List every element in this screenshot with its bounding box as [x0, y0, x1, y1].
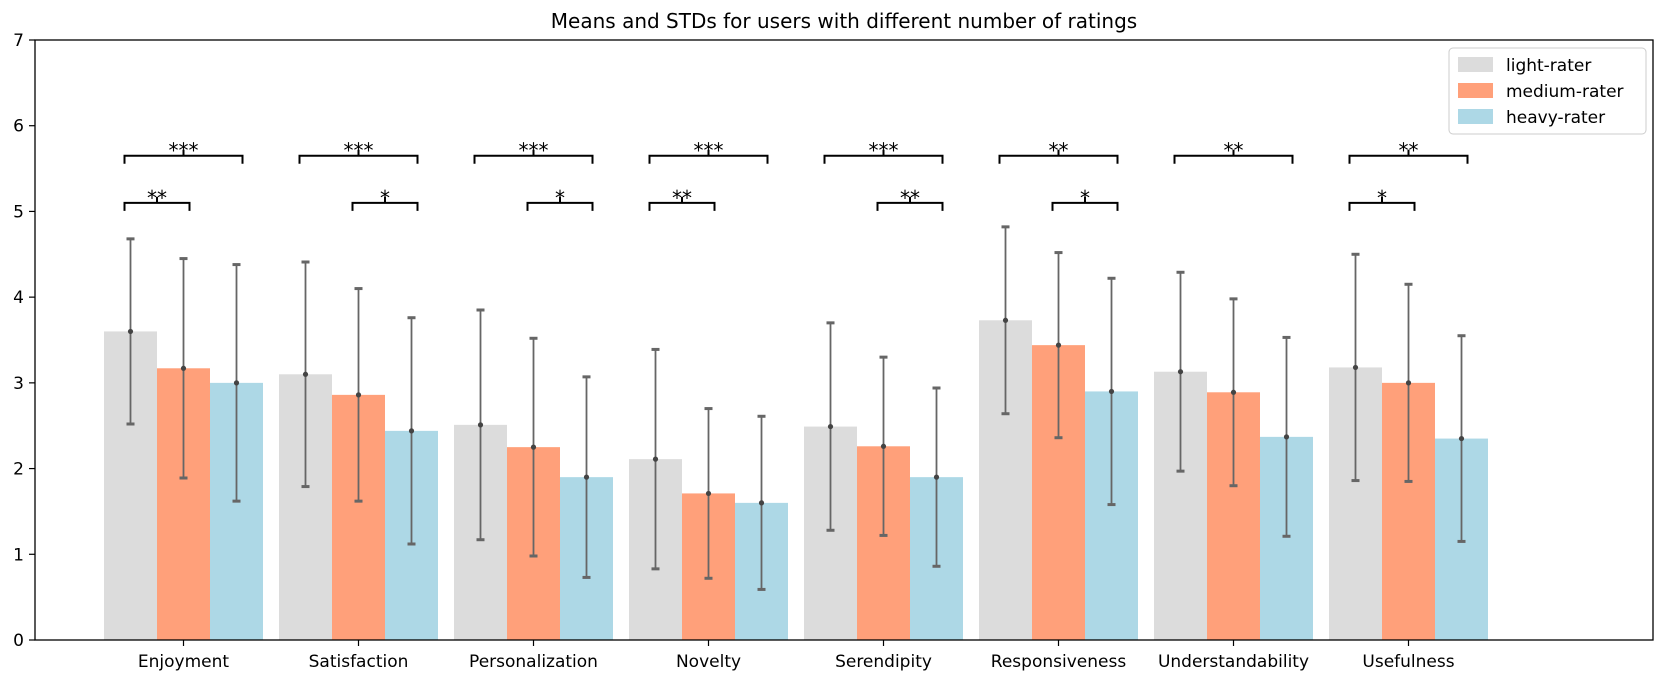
mean-marker-light-rater-7 — [1177, 369, 1184, 375]
significance-label-8: ** — [672, 186, 692, 210]
significance-label-9: *** — [869, 139, 899, 163]
mean-marker-light-rater-2 — [302, 371, 309, 377]
legend-swatch-heavy-rater — [1458, 109, 1493, 124]
mean-marker-heavy-rater-2 — [408, 428, 415, 434]
x-tick-label-6: Responsiveness — [991, 652, 1127, 672]
y-tick-label-5: 5 — [13, 202, 24, 222]
mean-marker-heavy-rater-5 — [933, 474, 940, 480]
significance-label-1: *** — [169, 139, 199, 163]
mean-marker-heavy-rater-3 — [583, 474, 590, 480]
axes-frame — [34, 39, 1654, 641]
mean-marker-medium-rater-2 — [355, 392, 362, 398]
mean-marker-light-rater-6 — [1002, 317, 1009, 323]
x-tick-label-4: Novelty — [676, 652, 741, 672]
mean-marker-medium-rater-7 — [1230, 389, 1237, 395]
mean-marker-medium-rater-8 — [1405, 380, 1412, 386]
mean-marker-medium-rater-4 — [705, 490, 712, 497]
legend-label-light-rater: light-rater — [1506, 56, 1591, 76]
significance-label-11: ** — [1049, 139, 1069, 163]
significance-label-6: * — [555, 186, 565, 210]
mean-marker-medium-rater-1 — [180, 365, 187, 371]
mean-marker-light-rater-4 — [652, 456, 659, 462]
y-tick-label-0: 0 — [13, 631, 24, 651]
significance-label-5: *** — [519, 139, 549, 163]
significance-label-12: * — [1080, 186, 1090, 210]
mean-marker-heavy-rater-8 — [1458, 435, 1465, 442]
significance-label-4: * — [380, 186, 390, 210]
x-tick-label-2: Satisfaction — [309, 652, 409, 672]
mean-marker-medium-rater-6 — [1055, 342, 1062, 348]
legend-swatch-medium-rater — [1458, 83, 1493, 98]
significance-label-13: ** — [1224, 139, 1244, 163]
mean-marker-medium-rater-5 — [880, 443, 887, 449]
mean-marker-medium-rater-3 — [530, 444, 537, 450]
significance-label-2: ** — [147, 186, 167, 210]
x-tick-label-8: Usefulness — [1362, 652, 1454, 672]
significance-label-3: *** — [344, 139, 374, 163]
significance-label-10: ** — [900, 186, 920, 210]
mean-marker-heavy-rater-4 — [758, 500, 765, 506]
x-tick-label-5: Serendipity — [835, 652, 932, 672]
legend-label-heavy-rater: heavy-rater — [1506, 108, 1605, 128]
plot-area: **************************** ***01234567E… — [13, 31, 1654, 672]
y-tick-label-3: 3 — [13, 374, 24, 394]
x-tick-label-1: Enjoyment — [138, 652, 229, 672]
chart-title: Means and STDs for users with different … — [551, 9, 1137, 33]
y-tick-label-7: 7 — [13, 31, 24, 51]
legend-box — [1448, 47, 1647, 135]
y-tick-label-4: 4 — [13, 288, 24, 308]
mean-marker-light-rater-3 — [477, 422, 484, 428]
mean-marker-heavy-rater-6 — [1108, 388, 1115, 395]
mean-marker-light-rater-8 — [1352, 364, 1359, 371]
mean-marker-heavy-rater-1 — [233, 380, 240, 386]
legend: light-rater medium-rater heavy-rater — [1448, 47, 1647, 135]
x-tick-label-7: Understandability — [1158, 652, 1309, 672]
significance-label-15: * — [1377, 186, 1387, 210]
x-tick-label-3: Personalization — [469, 652, 598, 672]
mean-marker-light-rater-1 — [127, 328, 134, 335]
y-tick-label-2: 2 — [13, 460, 24, 480]
legend-swatch-light-rater — [1458, 57, 1493, 72]
significance-label-7: *** — [694, 139, 724, 163]
mean-marker-light-rater-5 — [827, 423, 834, 430]
y-tick-label-6: 6 — [13, 117, 24, 137]
mean-marker-heavy-rater-7 — [1283, 434, 1290, 440]
y-tick-label-1: 1 — [13, 545, 24, 565]
significance-label-14: ** — [1399, 139, 1419, 163]
legend-label-medium-rater: medium-rater — [1506, 82, 1624, 102]
